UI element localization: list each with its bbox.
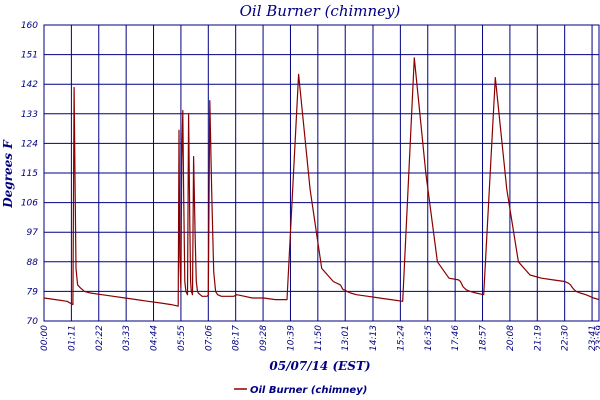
- x-tick-label: 16:35: [424, 325, 434, 351]
- plot-frame: [43, 24, 600, 322]
- y-tick-label: 133: [21, 110, 38, 120]
- y-axis-title: Degrees F: [1, 139, 15, 209]
- x-tick-label: 02:22: [95, 325, 105, 351]
- x-tick-label: 15:24: [396, 325, 406, 351]
- x-tick-label: 17:46: [451, 325, 461, 351]
- x-tick-label: 23:59: [595, 325, 600, 351]
- y-tick-label: 115: [21, 169, 38, 179]
- x-axis-ticks: 00:00 01:11 02:22 03:33 04:44 05:55 07:06 08:17…: [40, 325, 600, 351]
- chart-grid: [43, 24, 600, 322]
- series-layer: [43, 57, 600, 307]
- x-tick-label: 04:44: [150, 325, 160, 351]
- x-tick-label: 13:01: [341, 325, 351, 351]
- x-axis-title: 05/07/14 (EST): [269, 359, 370, 373]
- chart-title: Oil Burner (chimney): [240, 2, 401, 20]
- x-tick-label: 03:33: [122, 325, 132, 351]
- series-line: [43, 57, 600, 307]
- x-tick-label: 10:39: [286, 325, 296, 351]
- x-tick-label: 00:00: [40, 325, 50, 351]
- x-tick-label: 05:55: [177, 325, 187, 351]
- legend-label: Oil Burner (chimney): [250, 385, 367, 396]
- x-tick-label: 09:28: [259, 325, 269, 351]
- x-tick-label: 20:08: [506, 325, 516, 351]
- x-tick-label: 22:30: [561, 325, 571, 351]
- y-tick-label: 106: [21, 199, 38, 209]
- x-tick-label: 21:19: [533, 325, 543, 351]
- y-tick-label: 79: [27, 287, 39, 297]
- x-tick-label: 08:17: [232, 325, 242, 351]
- x-tick-label: 18:57: [479, 325, 489, 351]
- y-tick-label: 88: [27, 258, 39, 268]
- legend: Oil Burner (chimney): [234, 385, 367, 396]
- x-tick-label: 07:06: [204, 325, 214, 351]
- x-tick-label: 14:13: [369, 325, 379, 351]
- y-tick-label: 151: [21, 51, 38, 61]
- y-axis-ticks: 70 79 88 97 106 115 124 133 142 151 160: [21, 21, 38, 327]
- x-tick-label: 11:50: [314, 325, 324, 351]
- x-tick-label: 01:11: [67, 325, 77, 351]
- y-tick-label: 97: [27, 228, 39, 238]
- y-tick-label: 70: [27, 317, 39, 327]
- y-tick-label: 142: [21, 80, 38, 90]
- y-tick-label: 160: [21, 21, 38, 31]
- y-tick-label: 124: [21, 139, 38, 149]
- x-tick-label: 23:41: [588, 325, 598, 351]
